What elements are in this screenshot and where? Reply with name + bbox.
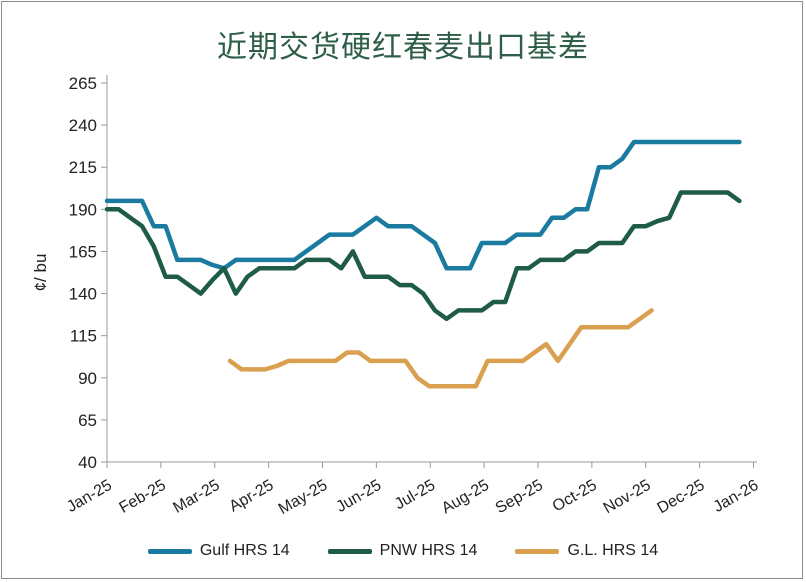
y-tick-label: 165	[69, 242, 97, 261]
x-tick-label: Feb-25	[116, 477, 168, 517]
x-tick-label: Sep-25	[493, 477, 546, 518]
x-tick-label: Jan-26	[711, 477, 762, 516]
legend-swatch-gulf	[147, 548, 192, 554]
y-tick-label: 115	[70, 327, 97, 346]
y-tick-label: 140	[69, 285, 97, 304]
x-tick-label: Mar-25	[170, 477, 222, 517]
series-line-gulf	[104, 139, 742, 271]
x-tick-label: Jul-25	[392, 477, 438, 514]
series-line-pnw	[104, 190, 742, 322]
y-tick-label: 215	[69, 158, 97, 177]
chart-title: 近期交货硬红春麦出口基差	[217, 30, 589, 65]
x-tick-label: May-25	[276, 477, 331, 518]
y-tick-label: 40	[78, 453, 97, 472]
y-tick-label: 240	[69, 116, 97, 135]
y-tick-label: 90	[78, 369, 97, 388]
legend-item-pnw: PNW HRS 14	[327, 542, 478, 560]
legend-item-gulf: Gulf HRS 14	[147, 542, 290, 560]
x-tick-label: Aug-25	[439, 477, 492, 518]
legend-swatch-gl	[515, 548, 560, 554]
x-tick-label: Dec-25	[654, 477, 707, 518]
legend-label-gl: G.L. HRS 14	[567, 542, 659, 559]
x-tick-label: Oct-25	[550, 477, 600, 516]
y-tick-label: 265	[69, 74, 97, 93]
series-line-gl	[227, 308, 654, 389]
y-axis-label: ¢/ bu	[31, 254, 50, 292]
legend-item-gl: G.L. HRS 14	[515, 542, 658, 560]
x-tick-label: Jun-25	[334, 477, 385, 516]
y-tick-label: 65	[78, 411, 97, 430]
y-tick-label: 190	[69, 200, 97, 219]
x-axis: Jan-25 Feb-25 Mar-25 Apr-25 May-25 Jun-25 Jul-…	[64, 461, 762, 518]
legend-swatch-pnw	[327, 548, 372, 554]
legend-label-gulf: Gulf HRS 14	[199, 542, 290, 559]
series-lines	[104, 139, 742, 389]
x-tick-label: Nov-25	[601, 477, 654, 518]
x-tick-label: Jan-25	[64, 477, 115, 516]
x-tick-label: Apr-25	[227, 477, 277, 516]
legend: Gulf HRS 14 PNW HRS 14 G.L. HRS 14	[0, 539, 806, 563]
legend-label-pnw: PNW HRS 14	[379, 542, 478, 559]
y-axis: 40 65 90 115 140 165 190 215 240 265	[69, 74, 108, 472]
